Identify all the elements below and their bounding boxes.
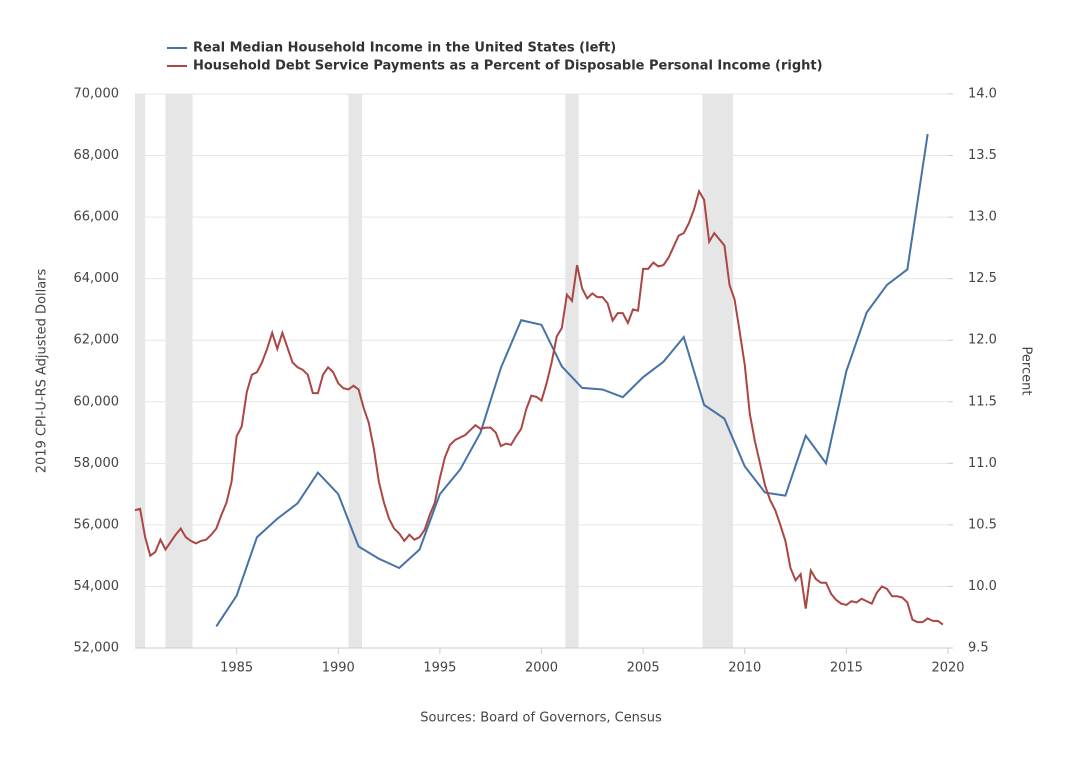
x-tick-label: 2010 — [728, 661, 761, 676]
x-tick-label: 2015 — [830, 661, 863, 676]
y2-tick-label: 14.0 — [968, 87, 997, 102]
recession-band — [165, 94, 193, 648]
legend-label: Real Median Household Income in the Unit… — [193, 41, 616, 56]
x-tick-label: 1995 — [423, 661, 456, 676]
y-tick-label: 58,000 — [74, 456, 120, 471]
y2-axis-label: Percent — [1019, 347, 1034, 396]
x-tick-label: 1985 — [220, 661, 253, 676]
recession-band — [348, 94, 363, 648]
source: Sources: Board of Governors, Census — [420, 711, 662, 726]
y2-tick-label: 9.5 — [968, 641, 989, 656]
x-tick-label: 2000 — [525, 661, 558, 676]
y-tick-label: 68,000 — [74, 148, 120, 163]
legend: Real Median Household Income in the Unit… — [167, 41, 823, 74]
y-tick-label: 64,000 — [74, 271, 120, 286]
data-line — [215, 133, 929, 628]
y-tick-label: 70,000 — [74, 87, 120, 102]
y-tick-label: 54,000 — [74, 579, 120, 594]
x-tick-label: 1990 — [322, 661, 355, 676]
y2-tick-label: 13.5 — [968, 148, 997, 163]
y-tick-label: 66,000 — [74, 210, 120, 225]
data-line — [134, 188, 944, 626]
legend-label: Household Debt Service Payments as a Per… — [193, 59, 823, 74]
x-tick-label: 2020 — [931, 661, 964, 676]
y2-tick-label: 12.5 — [968, 271, 997, 286]
y2-tick-label: 11.5 — [968, 394, 997, 409]
x-tick-label: 2005 — [627, 661, 660, 676]
y-tick-label: 52,000 — [74, 641, 120, 656]
y-axis-label: 2019 CPI-U-RS Adjusted Dollars — [35, 268, 50, 473]
y-tick-label: 56,000 — [74, 517, 120, 532]
recession-band — [565, 94, 579, 648]
y2-tick-label: 11.0 — [968, 456, 997, 471]
recession-band — [135, 94, 146, 648]
y2-tick-label: 10.5 — [968, 517, 997, 532]
y2-tick-label: 10.0 — [968, 579, 997, 594]
y2-tick-label: 13.0 — [968, 210, 997, 225]
y-tick-label: 62,000 — [74, 333, 120, 348]
y-tick-label: 60,000 — [74, 394, 120, 409]
y2-tick-label: 12.0 — [968, 333, 997, 348]
recession-band — [702, 94, 733, 648]
